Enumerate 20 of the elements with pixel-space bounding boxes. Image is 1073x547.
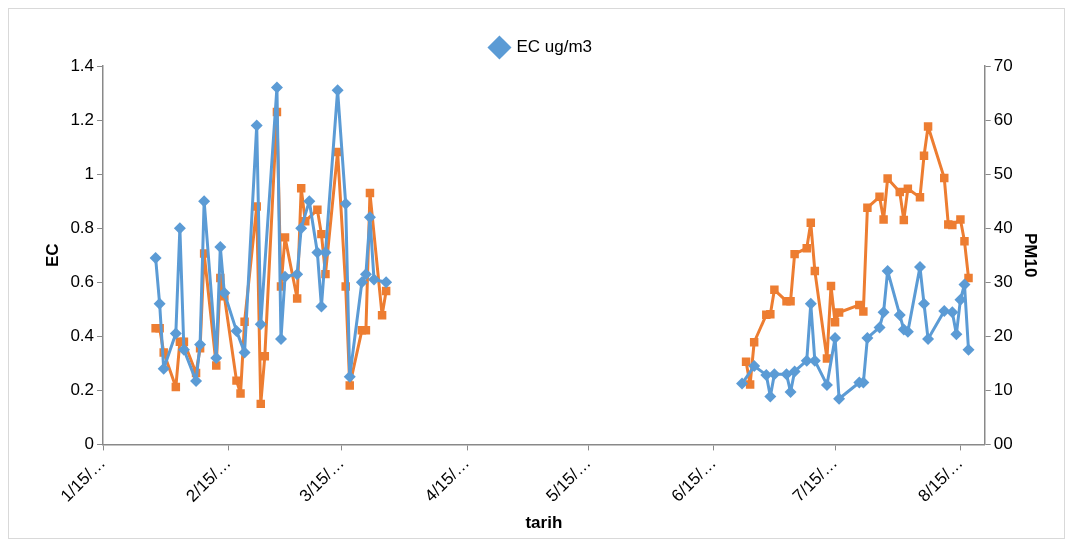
y-tick-label: 0 <box>84 434 95 454</box>
y-tick-label: 0.4 <box>70 325 95 345</box>
y2-tick-label: 70 <box>993 55 1013 75</box>
y2-tick-label: 60 <box>993 109 1013 129</box>
y-tick-label: 0.8 <box>70 217 95 237</box>
y-tick-label: 1 <box>84 163 95 183</box>
y-tick-label: 1.2 <box>70 109 95 129</box>
x-axis-title: tarih <box>525 513 563 533</box>
y2-axis-title: PM10 <box>1021 233 1041 278</box>
y2-tick-label: 50 <box>993 163 1013 183</box>
y2-tick-label: 20 <box>993 325 1013 345</box>
y2-tick-label: 10 <box>993 380 1013 400</box>
y2-tick-label: 30 <box>993 271 1013 291</box>
y2-tick-label: 40 <box>993 217 1013 237</box>
y-tick-label: 0.2 <box>70 380 95 400</box>
y-tick-label: 1.4 <box>70 55 95 75</box>
legend-label: EC ug/m3 <box>516 37 593 57</box>
y-axis-title: EC <box>42 243 62 268</box>
y-tick-label: 0.6 <box>70 271 95 291</box>
y2-tick-label: 00 <box>993 434 1013 454</box>
